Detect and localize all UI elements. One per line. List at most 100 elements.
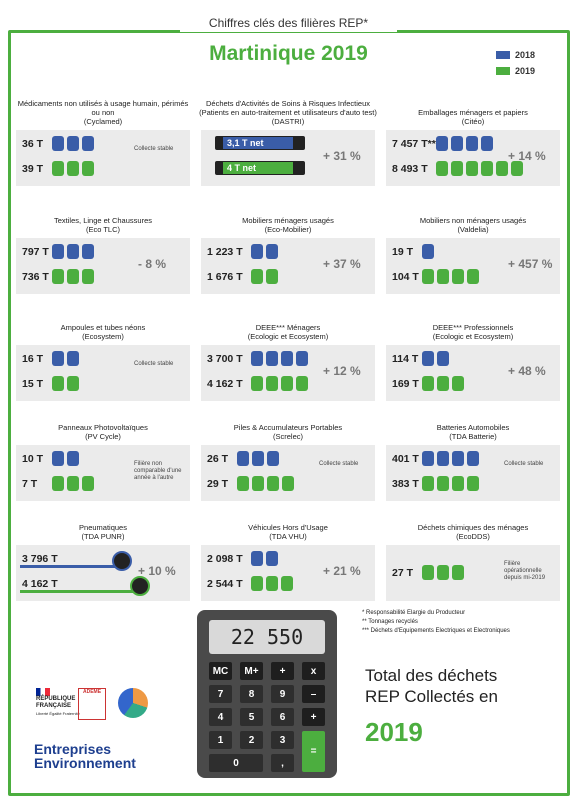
card-org: (PV Cycle)	[85, 432, 121, 441]
calculator-key: 4	[209, 708, 232, 726]
row-value: 16 T	[22, 353, 44, 365]
brand-text: Environnement	[34, 755, 136, 771]
card-org: (Ecologic et Ecosystem)	[432, 332, 514, 341]
icon	[281, 376, 293, 391]
icon	[67, 161, 79, 176]
card-note: + 12 %	[323, 364, 361, 378]
row-value: 2 098 T	[207, 553, 243, 565]
card-org: (Eco TLC)	[85, 225, 121, 234]
card-panel: 797 T 736 T - 8 %	[16, 238, 190, 294]
card-org: (Cyclamed)	[83, 117, 123, 126]
icon	[67, 269, 79, 284]
card-note: Filière non comparable d'une année à l'a…	[134, 461, 182, 481]
icon	[267, 451, 279, 466]
card-note: Filière opérationnelle depuis mi-2019	[504, 561, 546, 581]
card: Pneumatiques (TDA PUNR) 3 796 T 4 162 T + 10…	[14, 505, 192, 605]
row-value: 1 223 T	[207, 246, 243, 258]
icon	[282, 476, 294, 491]
icon	[437, 351, 449, 366]
icon	[422, 269, 434, 284]
card-title: Déchets d'Activités de Soins à Risques I…	[199, 90, 377, 126]
card-note: + 10 %	[138, 564, 176, 578]
card: Batteries Automobiles (TDA Batterie) 401 T…	[384, 405, 562, 505]
card-title: Pneumatiques (TDA PUNR)	[14, 505, 192, 541]
card-title: Emballages ménagers et papiers (Citéo)	[384, 90, 562, 126]
icon	[52, 244, 64, 259]
icon	[452, 476, 464, 491]
card-panel: 10 T 7 T Filière non comparable d'une anné…	[16, 445, 190, 501]
card-panel: 7 457 T** 8 493 T + 14 %	[386, 130, 560, 186]
icon	[451, 161, 463, 176]
brand-text: Entreprises	[34, 741, 112, 757]
calculator-key: x	[302, 662, 325, 680]
card-org: (TDA Batterie)	[449, 432, 497, 441]
calculator-key: 2	[240, 731, 263, 749]
icon	[466, 136, 478, 151]
row-value: 401 T	[392, 453, 419, 465]
card-org: (Eco-Mobilier)	[264, 225, 312, 234]
card-note: + 14 %	[508, 149, 546, 163]
card-org: (Valdelia)	[457, 225, 489, 234]
card: Déchets chimiques des ménages (EcoDDS) 27 …	[384, 505, 562, 605]
legend-swatch	[496, 51, 510, 59]
card: Mobiliers non ménagers usagés (Valdelia) 1…	[384, 198, 562, 298]
legend-item: 2019	[496, 66, 535, 76]
card-title: Véhicules Hors d'Usage (TDA VHU)	[199, 505, 377, 541]
row-value: 797 T	[22, 246, 49, 258]
icon	[251, 244, 263, 259]
icon	[281, 576, 293, 591]
icon	[251, 351, 263, 366]
icon	[52, 476, 64, 491]
card-panel: 114 T 169 T + 48 %	[386, 345, 560, 401]
icon	[467, 269, 479, 284]
card-title-text: Batteries Automobiles	[436, 423, 510, 432]
card-title-text: Pneumatiques	[79, 523, 127, 532]
icon	[266, 269, 278, 284]
row-value: 4 162 T	[207, 378, 243, 390]
card-title: Mobiliers non ménagers usagés (Valdelia)	[384, 198, 562, 234]
icon	[251, 551, 263, 566]
card-note: - 8 %	[138, 257, 167, 271]
icon	[296, 376, 308, 391]
calculator-key: MC	[209, 662, 232, 680]
row-value: 383 T	[392, 478, 419, 490]
card-note: Collecte stable	[504, 461, 544, 467]
card: Piles & Accumulateurs Portables (Screlec)…	[199, 405, 377, 505]
icon	[437, 565, 449, 580]
card-panel: 16 T 15 T Collecte stable	[16, 345, 190, 401]
icon	[67, 244, 79, 259]
card-title-text: Mobiliers ménagers usagés	[242, 216, 334, 225]
calculator-key: 7	[209, 685, 232, 703]
card-org: (Ecosystem)	[82, 332, 124, 341]
card-org: (Screlec)	[272, 432, 303, 441]
calculator-key: 0	[209, 754, 263, 772]
row-value: 3 700 T	[207, 353, 243, 365]
card-note: + 48 %	[508, 364, 546, 378]
row-value: 104 T	[392, 271, 419, 283]
legend-label: 2018	[515, 50, 536, 60]
icon	[67, 451, 79, 466]
calculator-key: ,	[271, 754, 294, 772]
icon	[437, 269, 449, 284]
calculator-key: –	[302, 685, 325, 703]
card-org: (Ecologic et Ecosystem)	[247, 332, 329, 341]
legend-label: 2019	[515, 66, 536, 76]
icon	[252, 451, 264, 466]
card-title-text: DEEE*** Professionnels	[432, 323, 514, 332]
calculator-key: =	[302, 731, 325, 772]
row-value: 2 544 T	[207, 578, 243, 590]
calculator-key: 5	[240, 708, 263, 726]
row-value: 3 796 T	[22, 553, 58, 565]
icon	[467, 451, 479, 466]
card-title: Panneaux Photovoltaïques (PV Cycle)	[14, 405, 192, 441]
icon	[266, 351, 278, 366]
card-note: Collecte stable	[134, 146, 174, 152]
card-title: Déchets chimiques des ménages (EcoDDS)	[384, 505, 562, 541]
icon	[52, 376, 64, 391]
icon	[67, 351, 79, 366]
legend-swatch	[496, 67, 510, 75]
icon	[82, 161, 94, 176]
card-title-text: Déchets d'Activités de Soins à Risques I…	[199, 99, 377, 117]
card-title: DEEE*** Ménagers (Ecologic et Ecosystem)	[199, 305, 377, 341]
icon	[266, 376, 278, 391]
